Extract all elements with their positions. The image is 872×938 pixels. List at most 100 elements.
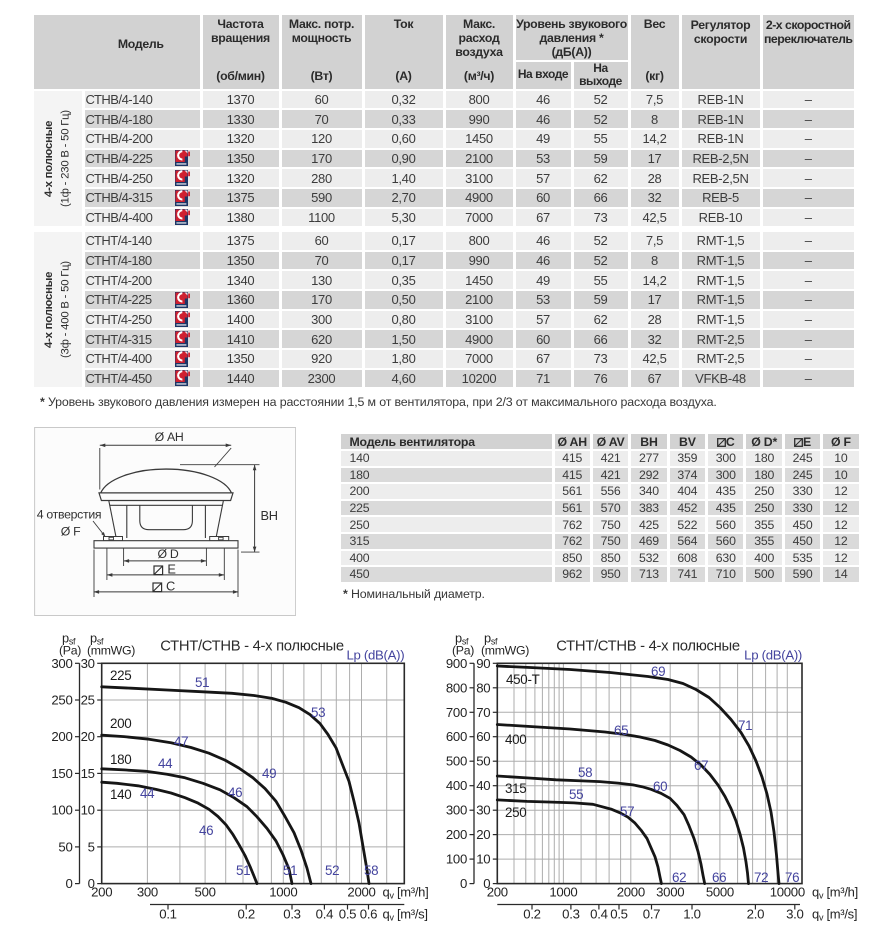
svg-text:0: 0 <box>88 876 95 891</box>
svg-text:51: 51 <box>195 675 209 690</box>
svg-text:60: 60 <box>653 779 667 794</box>
svg-text:55: 55 <box>569 787 583 802</box>
svg-text:20: 20 <box>476 827 490 842</box>
svg-text:qv [m³/s]: qv [m³/s] <box>383 907 428 923</box>
svg-text:72: 72 <box>754 870 768 885</box>
svg-text:qv [m³/s]: qv [m³/s] <box>812 907 857 923</box>
svg-text:qv [m³/h]: qv [m³/h] <box>812 885 858 901</box>
svg-text:(mmWG): (mmWG) <box>481 643 529 657</box>
svg-text:2000: 2000 <box>617 885 645 900</box>
svg-text:200: 200 <box>51 729 72 744</box>
svg-text:C: C <box>166 578 175 593</box>
svg-text:225: 225 <box>110 668 131 683</box>
svg-text:(Pa): (Pa) <box>59 643 81 657</box>
svg-text:67: 67 <box>694 758 708 773</box>
svg-text:315: 315 <box>505 781 526 796</box>
svg-text:450-T: 450-T <box>506 672 540 687</box>
svg-text:300: 300 <box>137 885 158 900</box>
svg-text:200: 200 <box>487 885 508 900</box>
svg-text:20: 20 <box>81 729 95 744</box>
svg-text:58: 58 <box>578 765 592 780</box>
svg-text:Lp (dB(A)): Lp (dB(A)) <box>346 647 404 662</box>
svg-text:2.0: 2.0 <box>747 907 764 922</box>
svg-text:10000: 10000 <box>770 885 805 900</box>
svg-text:250: 250 <box>505 805 526 820</box>
svg-text:600: 600 <box>446 729 467 744</box>
svg-text:(Pa): (Pa) <box>452 643 474 657</box>
svg-text:СТНТ/СТНВ - 4-х полюсные: СТНТ/СТНВ - 4-х полюсные <box>556 638 740 654</box>
svg-text:65: 65 <box>614 723 628 738</box>
svg-text:СТНТ/СТНВ - 4-х полюсные: СТНТ/СТНВ - 4-х полюсные <box>160 638 344 654</box>
svg-text:400: 400 <box>446 778 467 793</box>
svg-text:46: 46 <box>228 785 242 800</box>
svg-text:0: 0 <box>483 876 490 891</box>
svg-text:0.6: 0.6 <box>360 907 377 922</box>
svg-text:250: 250 <box>51 693 72 708</box>
svg-text:200: 200 <box>446 827 467 842</box>
svg-text:0.2: 0.2 <box>237 907 254 922</box>
svg-text:300: 300 <box>51 656 72 671</box>
svg-text:0.3: 0.3 <box>562 907 579 922</box>
svg-text:(mmWG): (mmWG) <box>87 643 135 657</box>
svg-text:180: 180 <box>110 752 131 767</box>
svg-text:0.2: 0.2 <box>523 907 540 922</box>
svg-text:500: 500 <box>195 885 216 900</box>
svg-text:46: 46 <box>199 823 213 838</box>
svg-text:15: 15 <box>81 766 95 781</box>
svg-text:51: 51 <box>283 863 297 878</box>
svg-text:0.5: 0.5 <box>339 907 356 922</box>
svg-text:4 отверстия: 4 отверстия <box>37 507 102 521</box>
svg-text:qv [m³/h]: qv [m³/h] <box>383 885 429 901</box>
svg-text:53: 53 <box>311 705 325 720</box>
svg-text:E: E <box>167 561 175 576</box>
svg-text:200: 200 <box>110 716 131 731</box>
svg-text:0.4: 0.4 <box>316 907 333 922</box>
svg-text:0: 0 <box>460 876 467 891</box>
svg-text:69: 69 <box>651 664 665 679</box>
svg-text:66: 66 <box>712 870 726 885</box>
svg-text:71: 71 <box>738 718 752 733</box>
svg-text:3000: 3000 <box>656 885 684 900</box>
svg-text:62: 62 <box>672 870 686 885</box>
svg-text:47: 47 <box>174 734 188 749</box>
svg-text:140: 140 <box>110 787 131 802</box>
svg-text:700: 700 <box>446 705 467 720</box>
svg-text:5000: 5000 <box>706 885 734 900</box>
svg-text:80: 80 <box>476 680 490 695</box>
svg-text:Ø АН: Ø АН <box>155 430 184 444</box>
svg-text:0.5: 0.5 <box>610 907 627 922</box>
svg-text:1000: 1000 <box>269 885 297 900</box>
svg-text:0.4: 0.4 <box>590 907 607 922</box>
svg-text:52: 52 <box>325 863 339 878</box>
svg-text:5: 5 <box>88 839 95 854</box>
svg-text:1000: 1000 <box>549 885 577 900</box>
svg-text:30: 30 <box>476 803 490 818</box>
svg-text:40: 40 <box>476 778 490 793</box>
svg-text:44: 44 <box>140 786 155 801</box>
svg-text:0.3: 0.3 <box>283 907 300 922</box>
svg-text:30: 30 <box>81 656 95 671</box>
svg-text:300: 300 <box>446 803 467 818</box>
svg-text:Ø D: Ø D <box>158 547 179 561</box>
svg-text:49: 49 <box>262 766 276 781</box>
svg-text:100: 100 <box>51 803 72 818</box>
svg-text:0: 0 <box>65 876 72 891</box>
svg-text:44: 44 <box>158 756 173 771</box>
svg-text:51: 51 <box>236 863 250 878</box>
svg-text:90: 90 <box>476 656 490 671</box>
svg-text:ВН: ВН <box>261 508 278 523</box>
svg-text:76: 76 <box>785 870 799 885</box>
svg-text:10: 10 <box>81 803 95 818</box>
svg-text:50: 50 <box>58 839 72 854</box>
svg-text:25: 25 <box>81 693 95 708</box>
svg-text:Lp (dB(A)): Lp (dB(A)) <box>744 647 802 662</box>
svg-text:0.1: 0.1 <box>159 907 176 922</box>
svg-text:900: 900 <box>446 656 467 671</box>
svg-text:500: 500 <box>446 754 467 769</box>
svg-text:Ø F: Ø F <box>61 524 81 538</box>
svg-text:10: 10 <box>476 852 490 867</box>
svg-text:50: 50 <box>476 754 490 769</box>
svg-text:60: 60 <box>476 729 490 744</box>
svg-text:100: 100 <box>446 852 467 867</box>
svg-text:400: 400 <box>505 732 526 747</box>
